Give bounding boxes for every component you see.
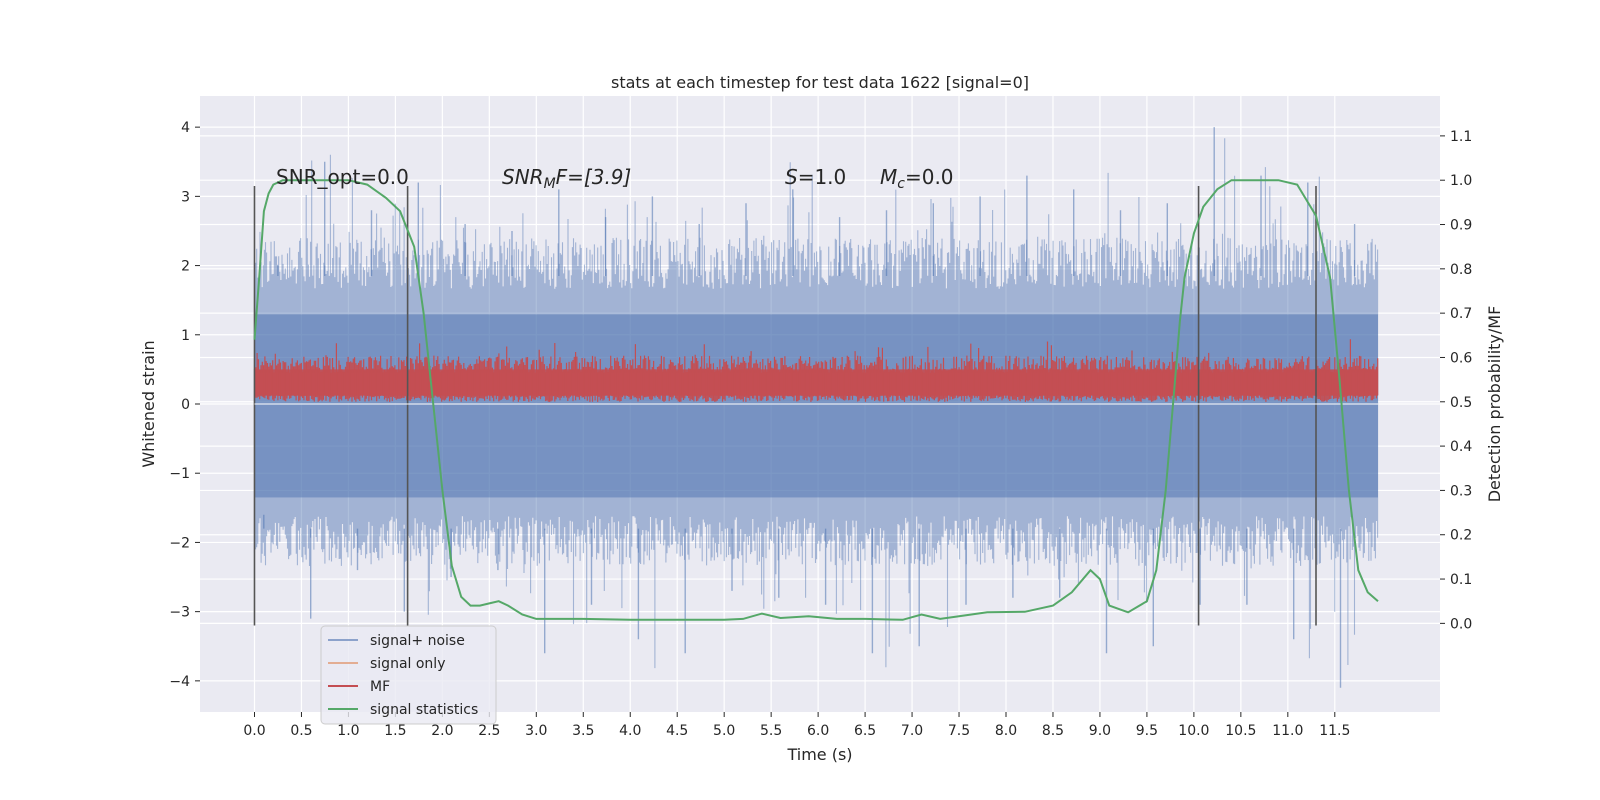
y-right-tick-label: 0.7: [1450, 306, 1472, 322]
x-tick-label: 5.0: [713, 723, 735, 739]
y-left-axis-label: Whitened strain: [139, 340, 158, 467]
x-tick-label: 6.5: [854, 723, 876, 739]
legend-label-signal-statistics: signal statistics: [370, 702, 478, 718]
signal-noise-spikes: [263, 127, 1356, 688]
y-left-tick-label: −1: [169, 466, 190, 482]
y-right-tick-label: 0.5: [1450, 395, 1472, 411]
signal-noise-core: [254, 314, 1378, 498]
annotation-mc: Mc=0.0: [880, 165, 954, 192]
y-right-axis-label: Detection probability/MF: [1485, 306, 1504, 503]
y-right-tick-label: 0.4: [1450, 439, 1472, 455]
signal-statistics-line: [253, 179, 1379, 621]
y-left-tick-label: 4: [181, 120, 190, 136]
annotation-s-value: =1.0: [798, 165, 847, 189]
y-right-tick-label: 0.6: [1450, 350, 1472, 366]
chart-title: stats at each timestep for test data 162…: [611, 73, 1029, 92]
y-left-axis-ticks: 4 3 2 1 0 −1 −2 −3 −4: [169, 120, 200, 690]
series: [253, 179, 1379, 621]
x-axis-ticks: 0.0 0.5 1.0 1.5 2.0 2.5 3.0 3.5 4.0 4.5 5.0 5.5 6.0 6…: [243, 712, 1350, 739]
annotation-snr-mf-base: SNR: [502, 165, 544, 189]
x-tick-label: 8.0: [995, 723, 1017, 739]
x-tick-label: 11.5: [1319, 723, 1350, 739]
x-tick-label: 1.0: [337, 723, 359, 739]
x-tick-label: 8.5: [1042, 723, 1064, 739]
annotation-mc-value: =0.0: [905, 165, 954, 189]
x-tick-label: 4.0: [619, 723, 641, 739]
x-tick-label: 10.5: [1225, 723, 1256, 739]
x-tick-label: 11.0: [1272, 723, 1303, 739]
y-right-tick-label: 1.0: [1450, 173, 1472, 189]
annotation-snr-mf-value: F=[3.9]: [556, 165, 632, 189]
y-left-tick-label: 3: [181, 189, 190, 205]
x-tick-label: 5.5: [760, 723, 782, 739]
y-right-tick-label: 0.1: [1450, 572, 1472, 588]
y-left-tick-label: 1: [181, 328, 190, 344]
y-right-tick-label: 1.1: [1450, 129, 1472, 145]
x-tick-label: 10.0: [1178, 723, 1209, 739]
annotation-snr-opt: SNR_opt=0.0: [276, 165, 409, 189]
x-tick-label: 1.5: [384, 723, 406, 739]
legend-label-mf: MF: [370, 679, 390, 695]
y-right-tick-label: 0.0: [1450, 616, 1472, 632]
y-right-tick-label: 0.3: [1450, 483, 1472, 499]
annotation-mc-symbol: M: [880, 165, 897, 189]
annotation-snr-mf-sub: M: [544, 176, 556, 192]
y-left-tick-label: 2: [181, 259, 190, 275]
x-tick-label: 2.5: [478, 723, 500, 739]
x-tick-label: 2.0: [431, 723, 453, 739]
x-tick-label: 3.5: [572, 723, 594, 739]
annotation-snr-mf: SNRMF=[3.9]: [502, 165, 631, 192]
x-tick-label: 9.0: [1089, 723, 1111, 739]
y-right-tick-label: 0.9: [1450, 218, 1472, 234]
x-tick-label: 9.5: [1136, 723, 1158, 739]
x-tick-label: 7.5: [948, 723, 970, 739]
y-left-tick-label: −2: [169, 535, 190, 551]
signal-noise-band: [253, 127, 1379, 688]
x-tick-label: 4.5: [666, 723, 688, 739]
x-tick-label: 0.5: [290, 723, 312, 739]
x-tick-label: 3.0: [525, 723, 547, 739]
y-left-tick-label: −3: [169, 605, 190, 621]
annotation-mc-sub: c: [897, 176, 905, 192]
x-tick-label: 0.0: [243, 723, 265, 739]
annotation-s-symbol: S: [785, 165, 798, 189]
annotations: SNR_opt=0.0 SNRMF=[3.9] S=1.0 Mc=0.0: [276, 165, 954, 192]
y-left-tick-label: −4: [169, 674, 190, 690]
x-axis-label: Time (s): [786, 745, 852, 764]
y-right-tick-label: 0.8: [1450, 262, 1472, 278]
mf-band: [253, 339, 1379, 402]
y-left-tick-label: 0: [181, 397, 190, 413]
vertical-markers: [253, 185, 1378, 626]
annotation-s: S=1.0: [785, 165, 846, 189]
legend-label-signal-only: signal only: [370, 656, 445, 672]
y-right-tick-label: 0.2: [1450, 528, 1472, 544]
legend: signal+ noise signal only MF signal stat…: [320, 625, 497, 725]
x-tick-label: 7.0: [901, 723, 923, 739]
x-tick-label: 6.0: [807, 723, 829, 739]
legend-label-signal-noise: signal+ noise: [370, 633, 465, 649]
y-right-axis-ticks: 1.1 1.0 0.9 0.8 0.7 0.6 0.5 0.4 0.3 0.2 0.1 0.0: [1440, 129, 1472, 632]
legend-box: [320, 625, 497, 725]
